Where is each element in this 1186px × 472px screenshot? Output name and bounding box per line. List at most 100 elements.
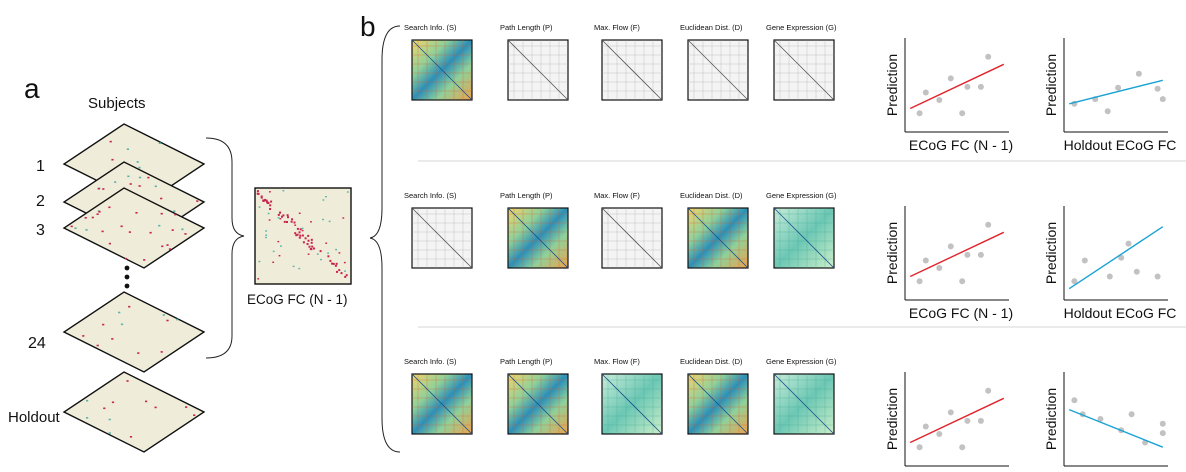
- scatter-point: [959, 444, 966, 451]
- fc-speckle: [158, 142, 161, 144]
- fc-speckle: [340, 272, 343, 275]
- fc-speckle: [277, 217, 280, 219]
- fc-speckle: [166, 244, 169, 246]
- matrix-diagonal: [411, 207, 473, 269]
- scatter-point: [947, 409, 954, 416]
- fc-speckle: [292, 265, 295, 268]
- fc-speckle: [265, 236, 267, 239]
- fc-speckle: [174, 213, 177, 216]
- fc-speckle: [127, 175, 130, 178]
- fc-speckle: [325, 196, 327, 198]
- fc-speckle: [298, 267, 301, 270]
- predictor-label: Gene Expression (G): [766, 357, 837, 366]
- scatter-point: [1159, 430, 1166, 437]
- fc-speckle: [149, 231, 152, 234]
- fc-speckle: [111, 338, 114, 340]
- fc-speckle: [281, 215, 283, 218]
- predictor-matrix: Path Length (P): [500, 23, 569, 101]
- fc-speckle: [335, 248, 337, 251]
- y-axis-label: Prediction: [1043, 54, 1059, 116]
- subject-layer-3: [62, 187, 206, 269]
- fc-speckle: [327, 255, 330, 258]
- fc-speckle: [138, 185, 141, 187]
- fc-speckle: [161, 245, 164, 248]
- fc-speckle: [310, 221, 312, 223]
- ellipsis-dot: [124, 274, 130, 280]
- fc-speckle: [287, 216, 289, 219]
- fc-speckle: [298, 231, 301, 234]
- y-axis-label: Prediction: [1043, 388, 1059, 450]
- fc-speckle: [308, 245, 311, 248]
- fc-speckle: [162, 314, 165, 316]
- fit-line: [909, 397, 1005, 444]
- scatter-point: [936, 97, 943, 103]
- fc-speckle: [282, 214, 285, 217]
- fc-speckle: [286, 214, 289, 217]
- fc-speckle: [129, 436, 133, 438]
- fc-speckle: [294, 232, 297, 235]
- scatter-point: [916, 444, 923, 451]
- fc-speckle: [307, 234, 310, 237]
- fc-speckle: [128, 305, 131, 308]
- fc-speckle: [74, 227, 77, 229]
- fc-speckle: [301, 234, 304, 237]
- scatter-point: [1115, 84, 1122, 91]
- scatter-point: [922, 423, 929, 430]
- fc-speckle: [257, 278, 260, 280]
- matrix-diagonal: [773, 39, 835, 101]
- scatter-point: [1159, 96, 1166, 103]
- scatter-point: [1097, 416, 1104, 422]
- fc-speckle: [120, 323, 124, 326]
- fc-speckle: [296, 227, 299, 230]
- fc-speckle: [269, 191, 271, 193]
- fc-speckle: [160, 212, 163, 215]
- fc-speckle: [328, 220, 331, 223]
- panel-a-label: a: [24, 73, 40, 104]
- scatter-point: [964, 417, 971, 424]
- predictor-matrix: Gene Expression (G): [766, 191, 837, 269]
- fc-speckle: [118, 311, 121, 314]
- matrix-diagonal: [601, 207, 663, 269]
- fc-speckle: [272, 250, 275, 253]
- predictor-matrix: Search Info. (S): [404, 191, 473, 269]
- fc-speckle: [344, 270, 346, 272]
- fc-speckle: [258, 206, 261, 208]
- fc-speckle: [136, 161, 139, 163]
- matrix-diagonal: [687, 373, 749, 435]
- fc-speckle: [302, 241, 305, 244]
- fc-speckle: [295, 234, 298, 237]
- fc-speckle: [277, 213, 280, 216]
- fc-speckle: [307, 239, 310, 242]
- fc-speckle: [282, 190, 285, 192]
- fit-line: [1068, 226, 1164, 290]
- fit-line: [909, 231, 1005, 278]
- fc-speckle: [269, 204, 272, 207]
- predictor-matrix: Search Info. (S): [404, 357, 473, 435]
- fc-speckle: [265, 230, 267, 232]
- fc-speckle: [325, 242, 328, 244]
- predictor-label: Max. Flow (F): [594, 357, 640, 366]
- fc-speckle: [335, 262, 338, 265]
- fc-speckle: [272, 261, 275, 263]
- fc-speckle: [307, 253, 310, 255]
- fc-speckle: [96, 344, 99, 347]
- fc-speckle: [265, 234, 268, 236]
- scatter-point: [1081, 257, 1088, 264]
- y-axis-label: Prediction: [1043, 222, 1059, 284]
- fc-speckle: [137, 352, 140, 354]
- ellipsis-dot: [124, 265, 130, 271]
- fc-speckle: [322, 199, 325, 201]
- fc-speckle: [309, 248, 312, 250]
- fc-speckle: [260, 195, 263, 198]
- fc-speckle: [262, 199, 265, 202]
- fc-speckle: [334, 264, 337, 267]
- scatter-point: [947, 243, 954, 250]
- fc-speckle: [310, 238, 313, 241]
- fc-speckle: [97, 187, 100, 190]
- fc-speckle: [279, 218, 282, 220]
- fc-speckle: [82, 335, 85, 337]
- fc-speckle: [129, 183, 132, 185]
- layer-label-1: 1: [36, 158, 45, 175]
